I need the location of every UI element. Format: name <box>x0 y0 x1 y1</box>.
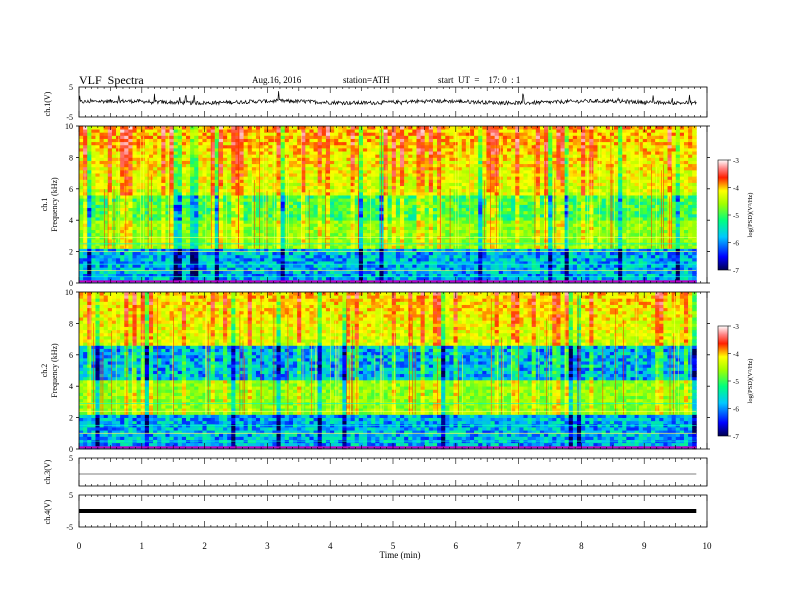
colorbar-ch1-label: log(PSD)(V²/Hz) <box>747 193 754 238</box>
colorbar-ch1 <box>717 159 729 271</box>
spec-ch1-ytick-label: 2 <box>69 248 73 257</box>
figure-date: Aug.16, 2016 <box>252 75 302 85</box>
spec-ch2-ytick-label: 10 <box>65 288 73 297</box>
ch3-waveform-ylabel: ch.3(V) <box>43 459 52 484</box>
spec-ch2-ytick-label: 6 <box>69 351 73 360</box>
ch4-waveform-ytick-label: 5 <box>69 491 73 500</box>
spectrogram-ch1-image <box>79 126 697 284</box>
spec-ch1-ytick-label: 4 <box>69 216 73 225</box>
spec-ch2-ytick-label: 0 <box>69 445 73 454</box>
spec-ch1-ylabel-channel: ch.1 <box>40 198 49 212</box>
spec-ch1-ytick-label: 0 <box>69 279 73 288</box>
xaxis-tick-label: 2 <box>202 541 207 551</box>
figure-start-time: start UT = 17: 0 : 1 <box>438 75 521 85</box>
spec-ch1-ytick-label: 8 <box>69 153 73 162</box>
colorbar-ch1-tick-label: -3 <box>733 157 739 165</box>
colorbar-ch1-tick-label: -5 <box>733 212 739 220</box>
colorbar-ch1-tick-label: -6 <box>733 240 739 248</box>
spectrogram-ch2-image <box>79 292 697 450</box>
colorbar-ch1-tick-label: -7 <box>733 267 739 275</box>
ch4-waveform-ytick-label: -5 <box>66 523 73 532</box>
colorbar-ch2-tick-label: -6 <box>733 406 739 414</box>
xaxis-tick-label: 10 <box>703 541 713 551</box>
figure-station: station=ATH <box>343 75 390 85</box>
colorbar-ch2-tick-label: -7 <box>733 433 739 441</box>
ch1-waveform-ytick-label: 5 <box>69 83 73 92</box>
xaxis-tick-label: 8 <box>579 541 584 551</box>
waveform-layer <box>78 91 697 513</box>
xaxis-tick-label: 0 <box>77 541 82 551</box>
colorbar-ch1-tick-label: -4 <box>733 185 739 193</box>
figure-title: VLF Spectra <box>79 73 144 87</box>
spec-ch2-ylabel-channel: ch.2 <box>40 364 49 378</box>
xaxis-tick-label: 4 <box>328 541 333 551</box>
ch1-waveform-ytick-label: -5 <box>66 113 73 122</box>
xaxis-tick-label: 3 <box>265 541 270 551</box>
spec-ch1-ytick-label: 6 <box>69 185 73 194</box>
colorbar-ch2 <box>717 325 729 437</box>
xaxis-tick-label: 6 <box>454 541 459 551</box>
xaxis-tick-label: 7 <box>516 541 521 551</box>
xaxis-tick-label: 5 <box>391 541 396 551</box>
spec-ch1-ytick-label: 10 <box>65 122 73 131</box>
colorbar-ch2-tick-label: -5 <box>733 378 739 386</box>
ch4-waveform-ylabel: ch.4(V) <box>43 499 52 524</box>
colorbar-ch2-tick-label: -4 <box>733 351 739 359</box>
ch1-waveform-line <box>78 91 697 106</box>
xaxis-tick-label: 9 <box>642 541 647 551</box>
axes-layer <box>76 86 731 528</box>
xaxis-label: Time (min) <box>380 550 421 560</box>
spectrogram-layer <box>79 126 697 450</box>
spec-ch1-ylabel-frequency: Frequency (kHz) <box>50 177 59 232</box>
ch3-waveform-ytick-label: 5 <box>69 454 73 463</box>
spec-ch2-ytick-label: 4 <box>69 382 73 391</box>
colorbar-ch2-label: log(PSD)(V²/Hz) <box>747 359 754 404</box>
spec-ch2-ytick-label: 8 <box>69 319 73 328</box>
spec-ch2-ylabel-frequency: Frequency (kHz) <box>50 343 59 398</box>
spec-ch2-ytick-label: 2 <box>69 414 73 423</box>
colorbar-ch2-tick-label: -3 <box>733 323 739 331</box>
ch1-waveform-ylabel: ch.1(V) <box>43 91 52 116</box>
xaxis-tick-label: 1 <box>140 541 145 551</box>
